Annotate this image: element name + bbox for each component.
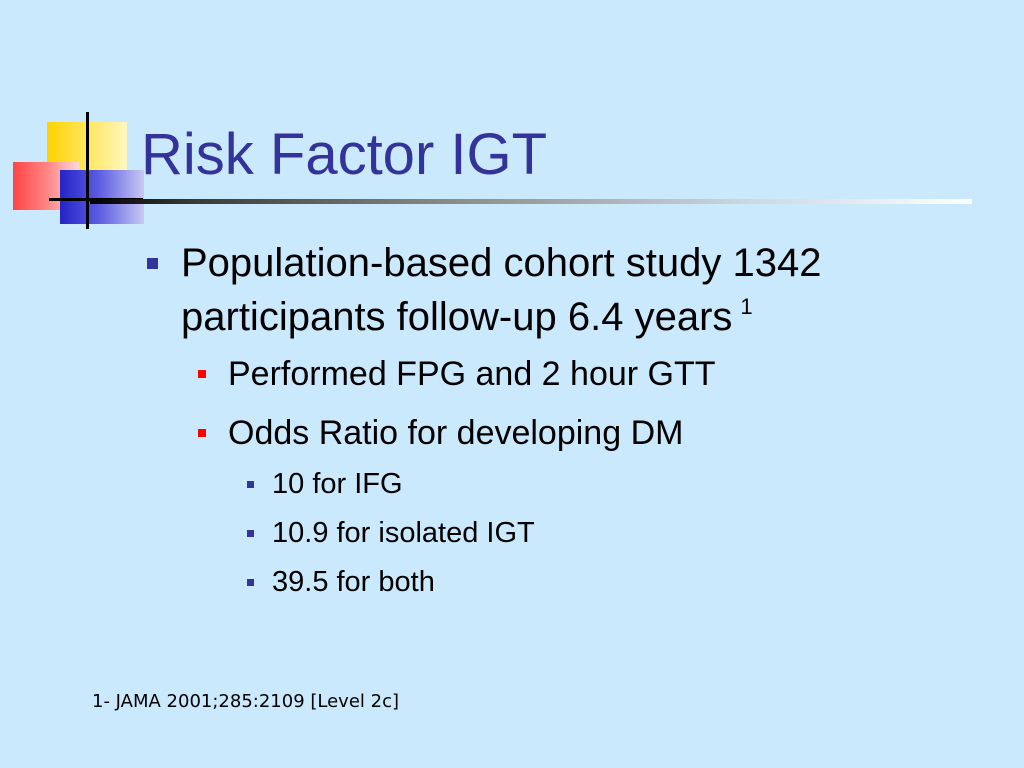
slide-title: Risk Factor IGT [141,122,548,187]
footnote: 1- JAMA 2001;285:2109 [Level 2c] [92,691,399,712]
bullet-text: 10.9 for isolated IGT [272,517,535,549]
bullet-text: 39.5 for both [272,566,435,598]
title-divider [90,199,972,204]
bullet-text: 10 for IFG [272,468,403,500]
logo-blue-square [60,170,144,224]
bullet-level-1: Population-based cohort study 1342 parti… [147,236,941,350]
footnote-reference: 1 [740,294,753,319]
square-bullet-icon [198,370,206,378]
bullet-level-3: 39.5 for both [247,563,435,601]
square-bullet-icon [198,429,206,437]
bullet-text: Population-based cohort study 1342 parti… [181,241,822,339]
bullet-level-2: Performed FPG and 2 hour GTT [198,351,716,397]
square-bullet-icon [247,530,254,537]
bullet-level-3: 10.9 for isolated IGT [247,514,535,552]
bullet-level-3: 10 for IFG [247,465,403,503]
bullet-text: Performed FPG and 2 hour GTT [228,355,716,393]
bullet-text: Odds Ratio for developing DM [228,414,684,452]
square-bullet-icon [247,481,254,488]
square-bullet-icon [247,579,254,586]
logo-vertical-line [86,112,89,229]
bullet-level-2: Odds Ratio for developing DM [198,410,684,456]
logo-squares-icon [0,0,160,240]
square-bullet-icon [147,258,158,269]
